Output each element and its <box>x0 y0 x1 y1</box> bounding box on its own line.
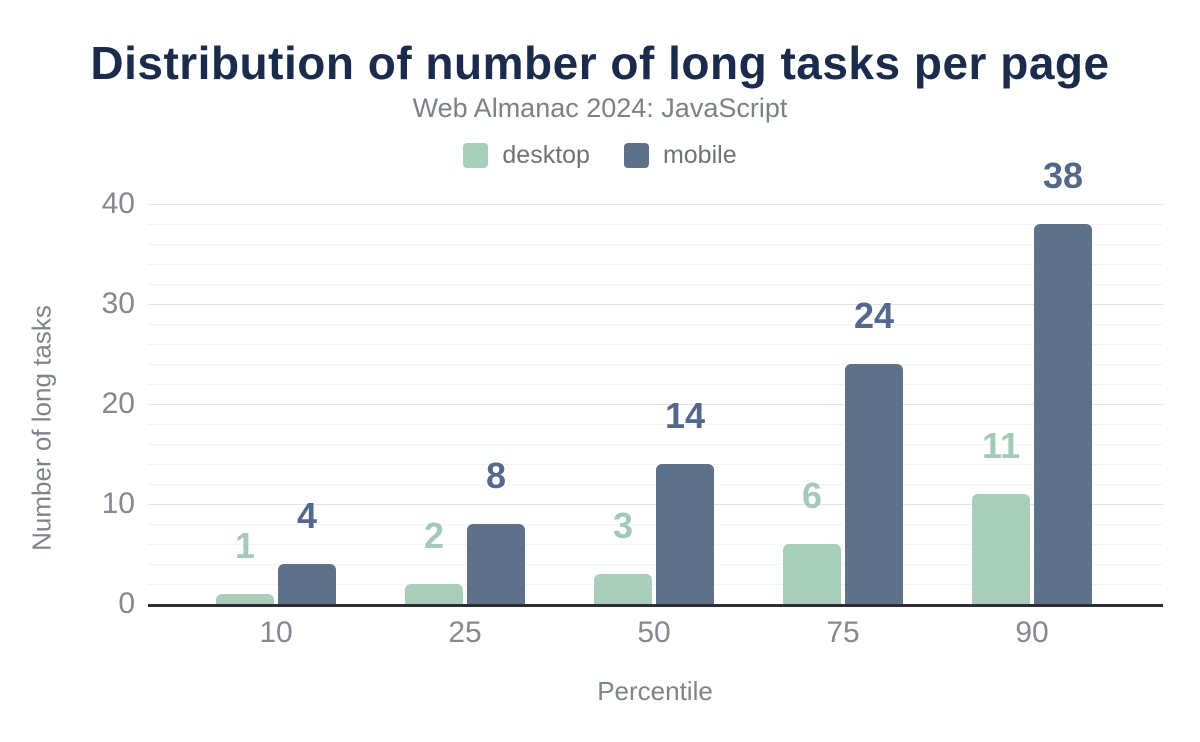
major-gridline <box>148 204 1163 205</box>
y-tick-label: 40 <box>101 187 135 220</box>
minor-gridline <box>148 264 1163 265</box>
major-gridline <box>148 504 1163 505</box>
minor-gridline <box>148 524 1163 525</box>
minor-gridline <box>148 244 1163 245</box>
bar-desktop[interactable] <box>594 574 652 604</box>
minor-gridline <box>148 364 1163 365</box>
x-tick-label: 75 <box>826 616 860 649</box>
bar-desktop[interactable] <box>783 544 841 604</box>
x-tick-label: 10 <box>259 616 293 649</box>
y-tick-label: 20 <box>101 387 135 420</box>
desktop-swatch-icon <box>463 143 489 168</box>
x-tick-label: 90 <box>1015 616 1049 649</box>
mobile-value-label: 14 <box>664 395 706 436</box>
legend-label-desktop: desktop <box>502 141 590 169</box>
y-axis-title: Number of long tasks <box>26 305 57 551</box>
minor-gridline <box>148 424 1163 425</box>
minor-gridline <box>148 224 1163 225</box>
major-gridline <box>148 304 1163 305</box>
minor-gridline <box>148 344 1163 345</box>
legend-item-mobile[interactable]: mobile <box>623 141 737 170</box>
desktop-value-label: 2 <box>423 515 445 556</box>
mobile-value-label: 4 <box>296 495 318 536</box>
mobile-value-label: 24 <box>853 295 895 336</box>
minor-gridline <box>148 544 1163 545</box>
legend-label-mobile: mobile <box>662 141 737 169</box>
y-tick-label: 30 <box>101 287 135 320</box>
minor-gridline <box>148 464 1163 465</box>
major-gridline <box>148 404 1163 405</box>
bar-desktop[interactable] <box>405 584 463 604</box>
bar-mobile[interactable] <box>1034 224 1092 604</box>
y-tick-label: 0 <box>118 587 135 620</box>
desktop-value-label: 11 <box>981 425 1021 466</box>
minor-gridline <box>148 444 1163 445</box>
bar-mobile[interactable] <box>656 464 714 604</box>
mobile-value-label: 8 <box>485 455 507 496</box>
minor-gridline <box>148 324 1163 325</box>
x-tick-label: 50 <box>637 616 671 649</box>
chart-subtitle: Web Almanac 2024: JavaScript <box>412 93 788 123</box>
legend: desktop mobile <box>0 141 1200 170</box>
chart-title: Distribution of number of long tasks per… <box>90 37 1110 89</box>
x-tick-label: 25 <box>448 616 482 649</box>
minor-gridline <box>148 284 1163 285</box>
mobile-value-label: 38 <box>1042 155 1084 196</box>
minor-gridline <box>148 564 1163 565</box>
bar-mobile[interactable] <box>467 524 525 604</box>
desktop-value-label: 6 <box>801 475 823 516</box>
minor-gridline <box>148 384 1163 385</box>
x-axis-title: Percentile <box>597 676 713 706</box>
bar-mobile[interactable] <box>278 564 336 604</box>
minor-gridline <box>148 584 1163 585</box>
mobile-swatch-icon <box>623 143 649 168</box>
bar-desktop[interactable] <box>972 494 1030 604</box>
y-tick-label: 10 <box>101 487 135 520</box>
desktop-value-label: 1 <box>234 525 256 566</box>
desktop-value-label: 3 <box>612 505 634 546</box>
x-axis-line <box>148 604 1163 607</box>
legend-item-desktop[interactable]: desktop <box>463 141 590 170</box>
bar-mobile[interactable] <box>845 364 903 604</box>
bar-desktop[interactable] <box>216 594 274 604</box>
minor-gridline <box>148 484 1163 485</box>
